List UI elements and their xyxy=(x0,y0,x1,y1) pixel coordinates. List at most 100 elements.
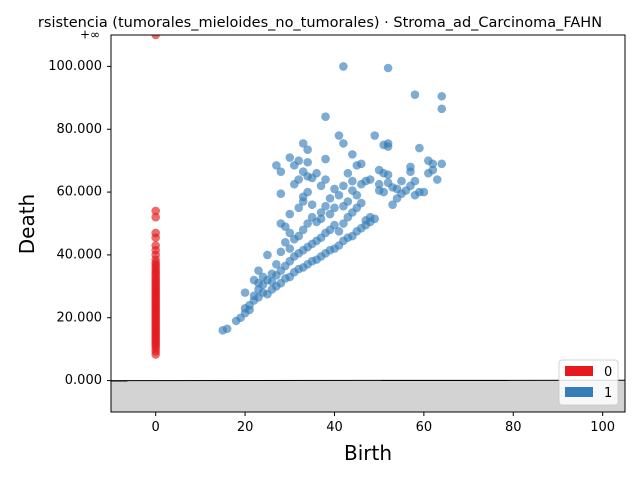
point-class-1 xyxy=(383,139,393,148)
point-class-0 xyxy=(151,35,160,40)
point-class-1 xyxy=(437,159,447,169)
point-class-1 xyxy=(406,162,415,172)
plot-frame xyxy=(110,34,626,413)
point-class-1 xyxy=(312,168,321,178)
point-class-1 xyxy=(285,244,295,253)
point-class-1 xyxy=(321,175,330,184)
point-class-1 xyxy=(321,154,330,164)
point-class-1 xyxy=(370,214,380,224)
point-class-1 xyxy=(240,288,250,297)
point-class-1 xyxy=(365,175,375,184)
point-class-1 xyxy=(383,63,393,73)
legend-swatch-1 xyxy=(565,387,593,397)
point-class-1 xyxy=(352,190,362,200)
point-class-1 xyxy=(339,62,348,71)
x-tick-label: 80 xyxy=(505,420,522,435)
point-class-1 xyxy=(428,159,438,169)
y-tick-label: 100.000 xyxy=(48,59,102,74)
point-class-1 xyxy=(410,176,420,186)
point-class-1 xyxy=(303,157,312,167)
point-class-1 xyxy=(432,175,442,184)
point-class-1 xyxy=(348,150,357,159)
point-class-1 xyxy=(343,197,353,206)
point-class-1 xyxy=(325,209,335,219)
point-class-1 xyxy=(294,175,304,184)
point-class-1 xyxy=(316,181,326,191)
point-class-1 xyxy=(339,181,348,191)
point-class-1 xyxy=(285,228,295,238)
point-class-1 xyxy=(294,156,304,165)
point-class-1 xyxy=(303,219,312,228)
point-class-1 xyxy=(356,198,366,208)
points-layer xyxy=(151,35,447,359)
point-class-1 xyxy=(410,90,420,99)
point-class-1 xyxy=(285,209,295,219)
point-class-1 xyxy=(334,131,344,140)
y-tick-label: 80.000 xyxy=(57,122,103,137)
y-tick-label: 60.000 xyxy=(57,185,103,200)
point-class-1 xyxy=(383,170,393,180)
point-class-1 xyxy=(356,159,366,169)
point-class-0 xyxy=(151,212,160,222)
chart-title: rsistencia (tumorales_mieloides_no_tumor… xyxy=(38,15,602,31)
point-class-1 xyxy=(298,225,308,235)
point-class-1 xyxy=(298,139,308,148)
point-class-1 xyxy=(330,184,339,194)
point-class-1 xyxy=(281,238,290,247)
point-class-0 xyxy=(151,206,160,216)
point-class-1 xyxy=(254,266,263,275)
point-class-1 xyxy=(330,203,339,213)
point-class-1 xyxy=(379,187,388,197)
point-class-1 xyxy=(294,231,304,241)
point-class-1 xyxy=(276,189,286,198)
point-class-1 xyxy=(397,176,406,186)
point-class-1 xyxy=(325,194,335,203)
point-class-1 xyxy=(276,167,286,176)
point-class-1 xyxy=(419,187,429,197)
point-class-0 xyxy=(151,233,160,242)
point-class-1 xyxy=(316,208,326,217)
y-tick-label: 20.000 xyxy=(57,310,103,325)
point-class-1 xyxy=(276,247,286,257)
point-class-1 xyxy=(307,200,317,209)
point-class-1 xyxy=(415,143,424,153)
point-class-1 xyxy=(303,187,312,197)
point-class-1 xyxy=(437,91,447,101)
point-class-1 xyxy=(428,165,438,175)
y-tick-label: 0.000 xyxy=(65,373,102,388)
point-class-1 xyxy=(330,220,339,230)
x-tick-label: 20 xyxy=(237,420,254,435)
point-class-1 xyxy=(370,131,380,140)
point-class-1 xyxy=(348,176,357,186)
point-class-1 xyxy=(334,190,344,200)
point-class-1 xyxy=(334,227,344,236)
point-class-1 xyxy=(294,203,304,213)
point-class-1 xyxy=(281,222,290,231)
y-axis-label: Death xyxy=(15,194,39,254)
x-axis-label: Birth xyxy=(344,441,392,465)
legend: 0 1 xyxy=(558,359,619,406)
x-axis: 0 20 40 60 80 100 xyxy=(152,412,615,435)
y-axis: 0.000 20.000 40.000 60.000 80.000 100.000 xyxy=(48,59,111,388)
point-class-1 xyxy=(343,168,353,178)
legend-label-1: 1 xyxy=(604,386,612,401)
legend-label-0: 0 xyxy=(604,365,612,380)
point-class-1 xyxy=(321,201,330,211)
point-class-1 xyxy=(374,179,384,189)
infinity-tick-label: +∞ xyxy=(80,28,100,42)
point-class-1 xyxy=(388,200,397,209)
x-tick-label: 40 xyxy=(326,420,343,435)
x-tick-label: 60 xyxy=(416,420,433,435)
x-tick-label: 0 xyxy=(152,420,160,435)
point-class-1 xyxy=(316,214,326,224)
legend-swatch-0 xyxy=(565,366,593,376)
below-diagonal-region xyxy=(111,380,625,412)
point-class-1 xyxy=(339,139,348,148)
point-class-0 xyxy=(151,350,160,359)
point-class-1 xyxy=(285,153,295,162)
point-class-1 xyxy=(321,112,330,121)
x-tick-label: 100 xyxy=(590,420,615,435)
point-class-1 xyxy=(272,161,281,170)
point-class-1 xyxy=(272,260,281,269)
